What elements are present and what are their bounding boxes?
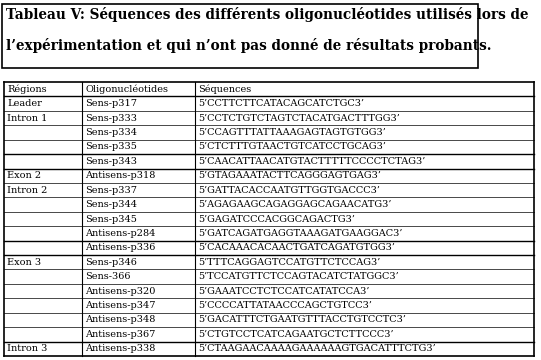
Text: 5’CTAAGAACAAAAGAAAAAAGTGACATTTCTG3’: 5’CTAAGAACAAAAGAAAAAAGTGACATTTCTG3’ <box>199 344 436 353</box>
Text: 5’TCCATGTTCTCCAGTACATCTATGGC3’: 5’TCCATGTTCTCCAGTACATCTATGGC3’ <box>199 272 399 281</box>
Bar <box>2 4 478 68</box>
Text: Antisens-p348: Antisens-p348 <box>85 315 156 324</box>
Text: Antisens-p367: Antisens-p367 <box>85 330 156 339</box>
Text: Sens-p334: Sens-p334 <box>85 128 137 137</box>
Text: 5’CCTCTGTCTAGTCTACATGACTTTGG3’: 5’CCTCTGTCTAGTCTACATGACTTTGG3’ <box>199 113 400 122</box>
Text: Oligonucléotides: Oligonucléotides <box>85 85 168 94</box>
Text: 5’GAAATCCTCTCCATCATATCCA3’: 5’GAAATCCTCTCCATCATATCCA3’ <box>199 287 370 296</box>
Text: 5’GAGATCCCACGGCAGACTG3’: 5’GAGATCCCACGGCAGACTG3’ <box>199 215 355 224</box>
Text: 5’CACAAACACAACTGATCAGATGTGG3’: 5’CACAAACACAACTGATCAGATGTGG3’ <box>199 243 395 252</box>
Text: Tableau V: Séquences des différents oligonucléotides utilisés lors de: Tableau V: Séquences des différents olig… <box>6 7 529 22</box>
Text: Séquences: Séquences <box>199 85 252 94</box>
Text: Sens-p335: Sens-p335 <box>85 143 137 152</box>
Text: Exon 3: Exon 3 <box>7 258 41 267</box>
Text: Sens-p346: Sens-p346 <box>85 258 137 267</box>
Text: Sens-p345: Sens-p345 <box>85 215 137 224</box>
Text: Sens-p333: Sens-p333 <box>85 113 137 122</box>
Text: 5’CCAGTTTATTAAAGAGTAGTGTGG3’: 5’CCAGTTTATTAAAGAGTAGTGTGG3’ <box>199 128 386 137</box>
Text: Antisens-p347: Antisens-p347 <box>85 301 156 310</box>
Text: Antisens-p284: Antisens-p284 <box>85 229 156 238</box>
Text: 5’TTTCAGGAGTCCATGTTCTCCAG3’: 5’TTTCAGGAGTCCATGTTCTCCAG3’ <box>199 258 380 267</box>
Text: 5’CCCCATTATAACCCAGCTGTCC3’: 5’CCCCATTATAACCCAGCTGTCC3’ <box>199 301 372 310</box>
Text: Antisens-p338: Antisens-p338 <box>85 344 156 353</box>
Text: 5’CAACATTAACATGTACTTTTTCCCCTCTAG3’: 5’CAACATTAACATGTACTTTTTCCCCTCTAG3’ <box>199 157 426 166</box>
Text: Sens-p317: Sens-p317 <box>85 99 137 108</box>
Text: 5’GTAGAAATACTTCAGGGAGTGAG3’: 5’GTAGAAATACTTCAGGGAGTGAG3’ <box>199 171 381 180</box>
Text: Sens-p343: Sens-p343 <box>85 157 137 166</box>
Text: 5’GATTACACCAATGTTGGTGACCC3’: 5’GATTACACCAATGTTGGTGACCC3’ <box>199 186 380 195</box>
Text: 5’CTCTTTGTAACTGTCATCCTGCAG3’: 5’CTCTTTGTAACTGTCATCCTGCAG3’ <box>199 143 386 152</box>
Text: Antisens-p318: Antisens-p318 <box>85 171 156 180</box>
Text: Sens-p344: Sens-p344 <box>85 200 137 209</box>
Text: Leader: Leader <box>7 99 42 108</box>
Text: Exon 2: Exon 2 <box>7 171 41 180</box>
Text: Régions: Régions <box>7 85 47 94</box>
Text: 5’CTGTCCTCATCAGAATGCTCTTCCC3’: 5’CTGTCCTCATCAGAATGCTCTTCCC3’ <box>199 330 394 339</box>
Text: Intron 3: Intron 3 <box>7 344 48 353</box>
Text: 5’CCTTCTTCATACAGCATCTGC3’: 5’CCTTCTTCATACAGCATCTGC3’ <box>199 99 364 108</box>
Text: Sens-p337: Sens-p337 <box>85 186 137 195</box>
Text: Antisens-p320: Antisens-p320 <box>85 287 156 296</box>
Text: 5’GATCAGATGAGGTAAAGATGAAGGAC3’: 5’GATCAGATGAGGTAAAGATGAAGGAC3’ <box>199 229 403 238</box>
Text: Antisens-p336: Antisens-p336 <box>85 243 156 252</box>
Text: 5’GACATTTCTGAATGTTTACCTGTCCTC3’: 5’GACATTTCTGAATGTTTACCTGTCCTC3’ <box>199 315 406 324</box>
Text: l’expérimentation et qui n’ont pas donné de résultats probants.: l’expérimentation et qui n’ont pas donné… <box>6 38 492 53</box>
Text: Sens-366: Sens-366 <box>85 272 131 281</box>
Text: Intron 1: Intron 1 <box>7 113 48 122</box>
Text: Intron 2: Intron 2 <box>7 186 48 195</box>
Text: 5’AGAGAAGCAGAGGAGCAGAACATG3’: 5’AGAGAAGCAGAGGAGCAGAACATG3’ <box>199 200 392 209</box>
